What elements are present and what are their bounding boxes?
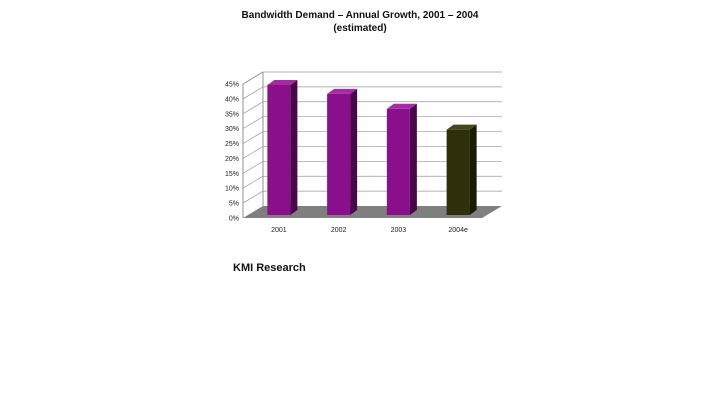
- bar: [267, 84, 291, 215]
- gridline-depth: [242, 131, 264, 144]
- bar-top: [386, 103, 417, 109]
- bar-side: [469, 124, 477, 215]
- y-tick-label: 40%: [225, 96, 239, 103]
- chart-floor: [243, 206, 502, 218]
- gridline-depth: [242, 190, 264, 204]
- chart-subtitle: (estimated): [333, 23, 387, 34]
- gridline-depth: [242, 175, 264, 189]
- gridline-depth: [242, 71, 264, 85]
- gridline-depth: [242, 161, 264, 174]
- x-tick-label: 2003: [391, 227, 407, 234]
- bar: [386, 108, 410, 215]
- y-tick-label: 35%: [225, 111, 239, 118]
- y-tick-label: 25%: [225, 141, 239, 148]
- y-tick-label: 30%: [225, 126, 239, 133]
- y-tick-label: 15%: [225, 171, 239, 178]
- bar: [327, 93, 351, 215]
- gridline-depth: [242, 116, 264, 129]
- gridline-depth: [242, 86, 264, 100]
- bar-top: [267, 79, 298, 85]
- y-tick-label: 45%: [225, 82, 239, 89]
- chart-title: Bandwidth Demand – Annual Growth, 2001 –…: [241, 10, 479, 21]
- source-label: KMI Research: [233, 262, 306, 274]
- x-tick-label: 2001: [271, 227, 287, 234]
- y-tick-label: 10%: [225, 186, 239, 193]
- y-tick-label: 20%: [225, 156, 239, 163]
- bar-top: [327, 88, 358, 94]
- bar: [446, 129, 470, 215]
- gridline-depth: [242, 146, 264, 159]
- bar-side: [290, 79, 298, 215]
- bar-top: [446, 124, 477, 130]
- gridline-depth: [242, 101, 264, 115]
- x-tick-label: 2004e: [448, 227, 468, 234]
- y-tick-label: 0%: [229, 216, 239, 223]
- y-tick-label: 5%: [229, 201, 239, 208]
- bar-side: [350, 88, 358, 215]
- bar-side: [409, 103, 417, 215]
- x-tick-label: 2002: [331, 227, 347, 234]
